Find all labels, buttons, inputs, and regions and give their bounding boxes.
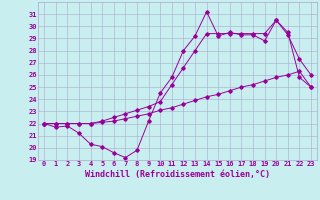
X-axis label: Windchill (Refroidissement éolien,°C): Windchill (Refroidissement éolien,°C) (85, 170, 270, 179)
